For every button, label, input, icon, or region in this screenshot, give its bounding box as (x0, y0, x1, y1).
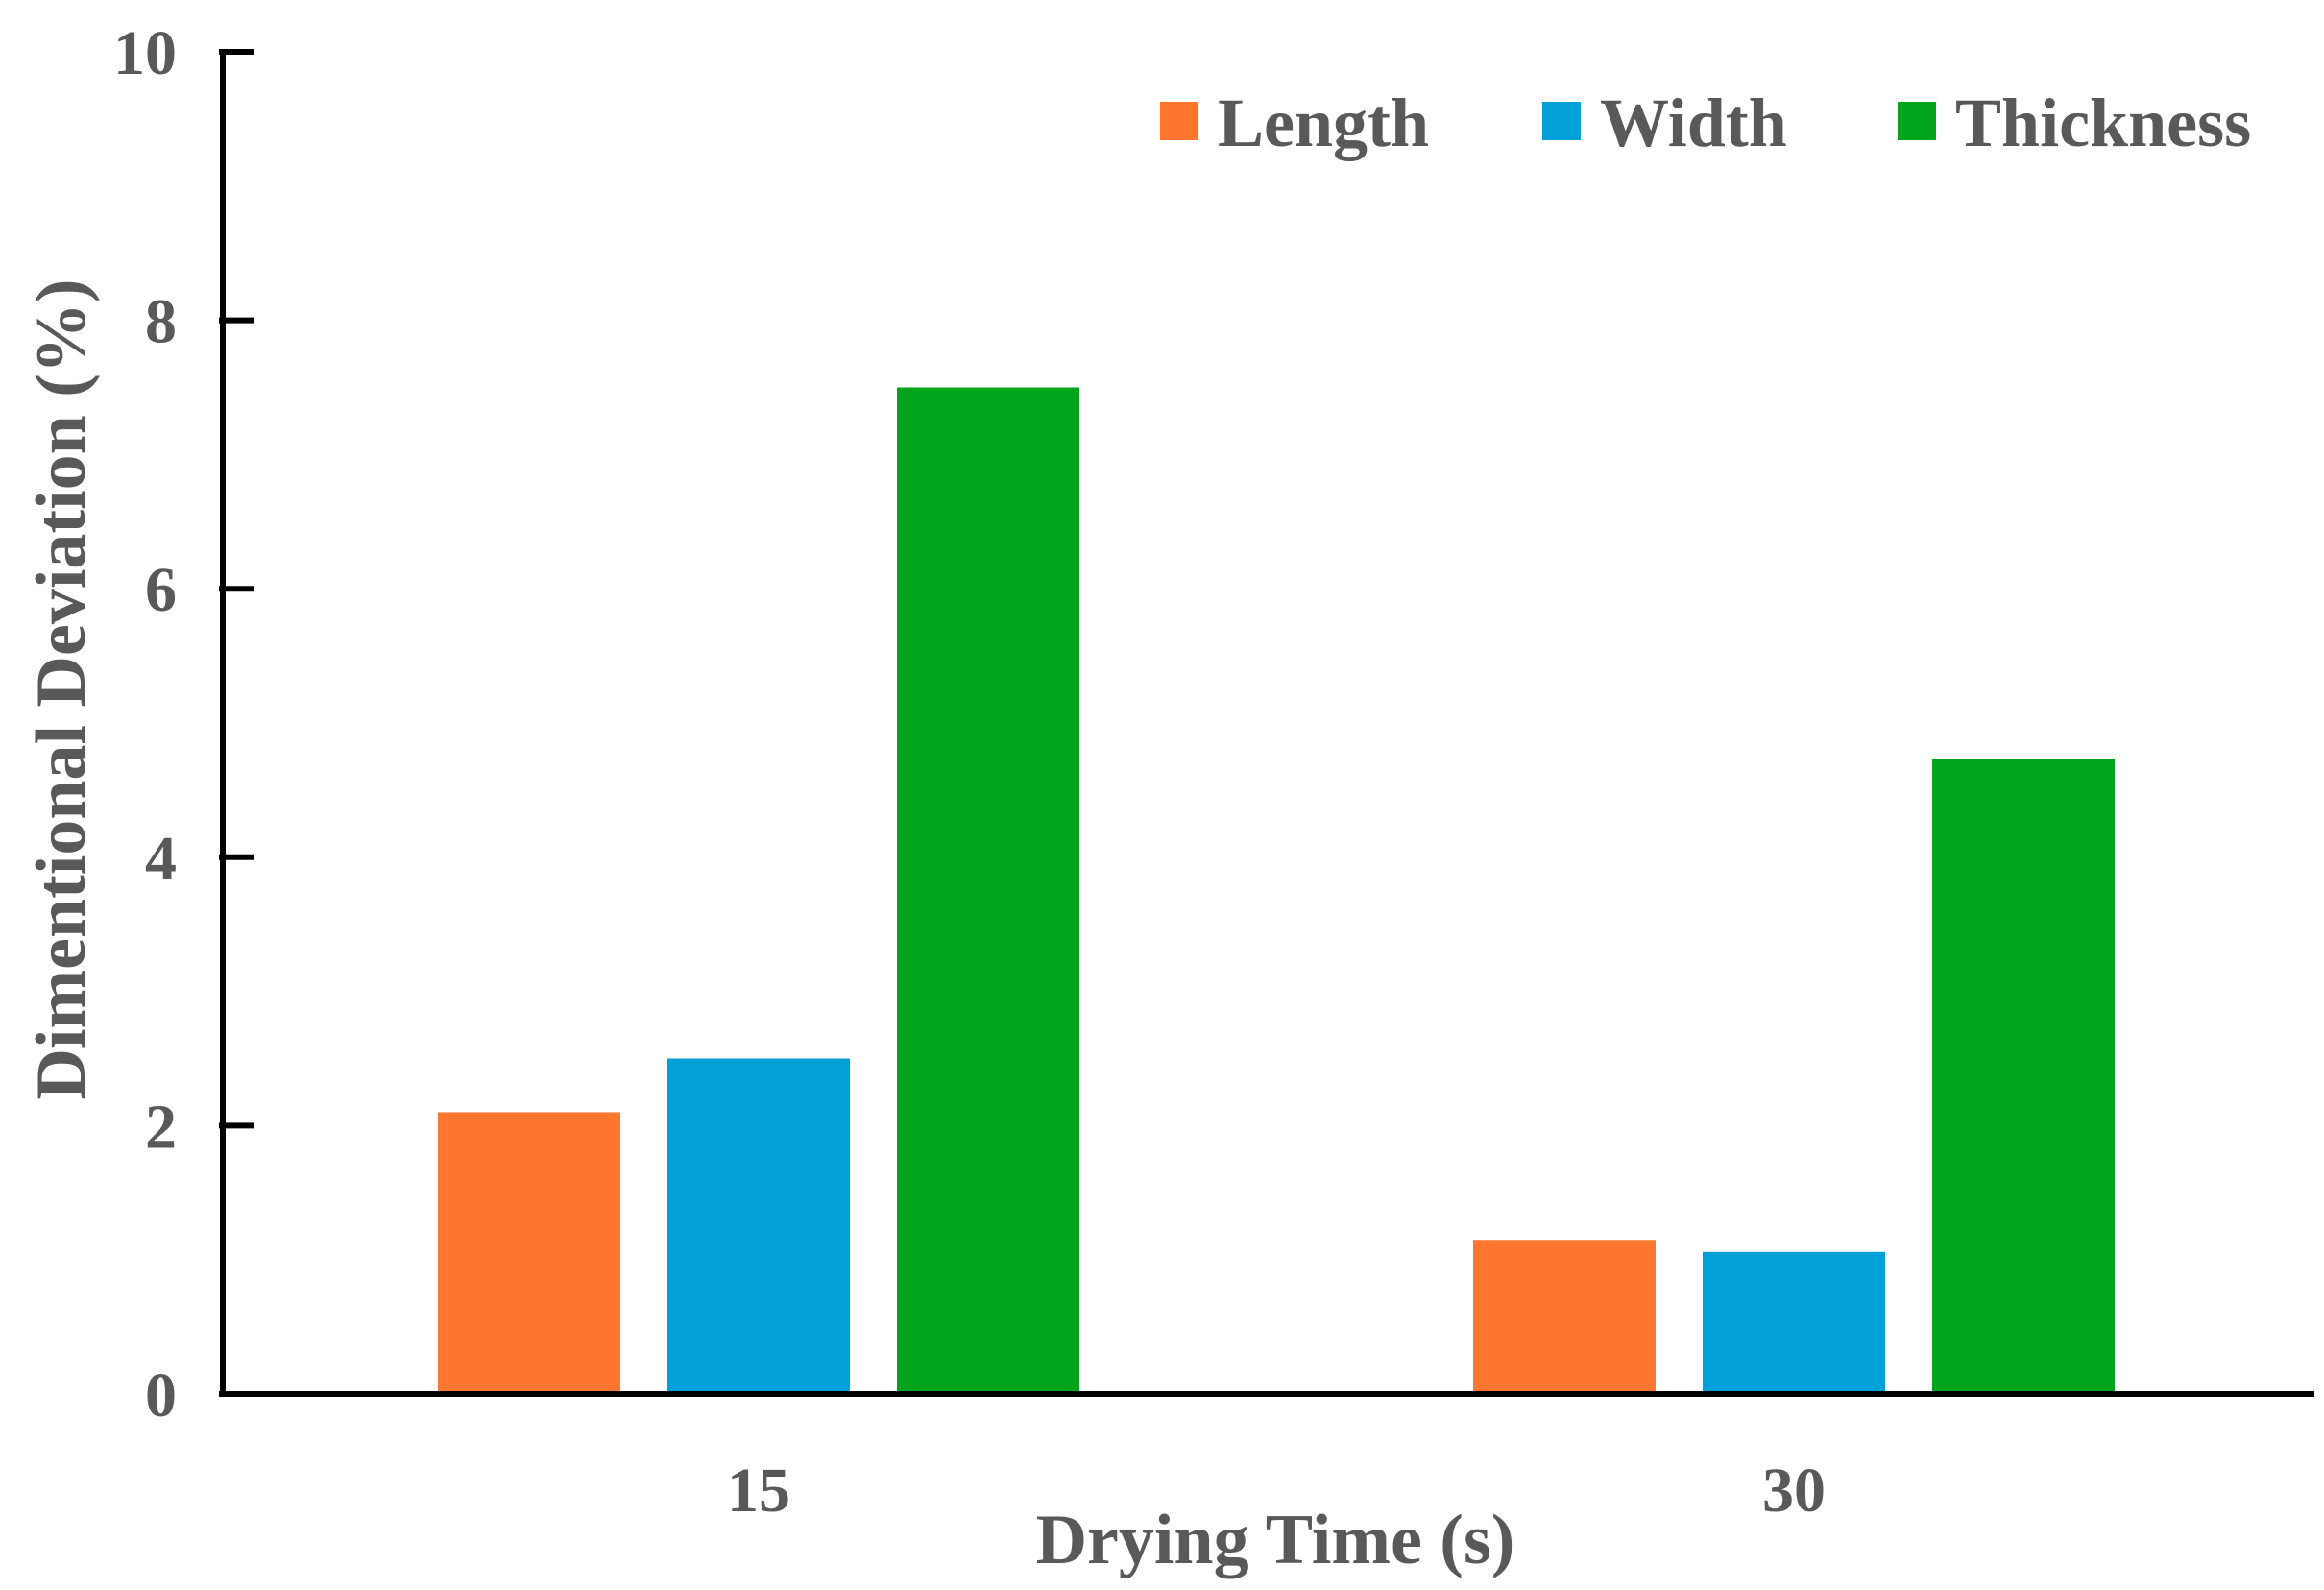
y-tick-label: 8 (145, 287, 177, 357)
y-tick-label: 10 (113, 18, 177, 88)
x-tick-label: 30 (1762, 1456, 1826, 1526)
x-axis-tick-labels: 15 30 (727, 1456, 1826, 1526)
x-axis-title: Drying Time (s) (1036, 1501, 1515, 1579)
bar-length-15 (438, 1112, 620, 1394)
bars (438, 387, 2115, 1394)
legend: Length Width Thickness (1160, 84, 2251, 161)
y-axis-title: Dimentional Deviation (%) (22, 278, 101, 1099)
legend-label-width: Width (1600, 84, 1787, 161)
legend-swatch-width (1542, 102, 1581, 140)
legend-label-thickness: Thickness (1955, 84, 2251, 161)
y-tick-label: 0 (145, 1361, 177, 1431)
y-tick-label: 6 (145, 555, 177, 625)
y-tick-label: 2 (145, 1092, 177, 1162)
bar-width-30 (1703, 1251, 1885, 1394)
x-tick-label: 15 (727, 1456, 790, 1526)
y-axis-ticks: 0 2 4 6 8 10 (113, 18, 254, 1431)
legend-swatch-thickness (1898, 102, 1936, 140)
y-tick-label: 4 (145, 824, 177, 894)
bar-width-15 (667, 1058, 850, 1394)
legend-label-length: Length (1218, 84, 1429, 161)
bar-thickness-30 (1932, 759, 2115, 1394)
legend-swatch-length (1160, 102, 1198, 140)
bar-thickness-15 (897, 387, 1079, 1394)
bar-length-30 (1473, 1240, 1656, 1394)
